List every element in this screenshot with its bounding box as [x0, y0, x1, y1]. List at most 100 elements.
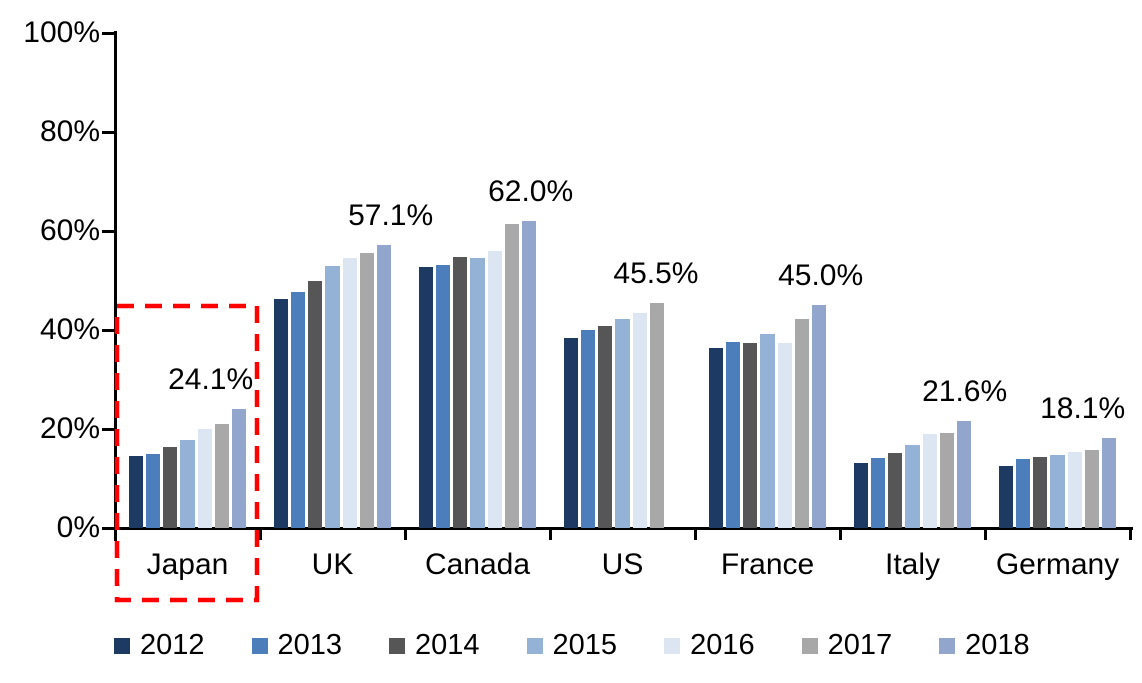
legend-item-2013: 2013 [251, 628, 342, 662]
category-label-uk: UK [311, 548, 354, 581]
y-tick-label: 60% [39, 214, 100, 247]
y-tick-mark [102, 526, 115, 530]
legend-item-2014: 2014 [389, 628, 480, 662]
y-tick-label: 40% [39, 313, 100, 346]
legend-item-2015: 2015 [526, 628, 618, 662]
legend-label-2015: 2015 [552, 629, 618, 661]
legend-item-2017: 2017 [801, 628, 893, 662]
y-tick-label: 0% [56, 511, 100, 544]
data-label-italy: 21.6% [922, 375, 1008, 409]
bar-germany-2016 [1067, 452, 1082, 528]
bar-japan-2015 [180, 440, 195, 528]
bar-germany-2014 [1033, 457, 1048, 528]
bar-canada-2014 [453, 257, 468, 528]
y-tick-mark [102, 130, 115, 134]
bar-uk-2015 [325, 266, 340, 528]
dashed-rectangle [114, 303, 260, 603]
bar-uk-2016 [342, 258, 357, 528]
x-tick-mark [403, 528, 407, 540]
data-label-canada: 62.0% [488, 175, 574, 209]
bar-france-2016 [777, 343, 792, 528]
data-label-us: 45.5% [613, 256, 699, 290]
bar-canada-2012 [419, 267, 434, 528]
bar-us-2013 [581, 330, 596, 528]
bar-group-italy [854, 33, 971, 528]
y-tick-label: 80% [39, 115, 100, 148]
category-label-canada: Canada [424, 548, 531, 581]
x-tick-mark [1128, 528, 1132, 540]
legend-label-2016: 2016 [690, 629, 755, 661]
bar-japan-2016 [197, 429, 212, 528]
data-label-france: 45.0% [778, 259, 864, 293]
highlight-box [114, 303, 260, 603]
legend-label-2014: 2014 [415, 629, 480, 661]
y-tick-mark [102, 31, 115, 35]
y-tick-mark [102, 229, 115, 233]
bar-canada-2015 [470, 258, 485, 528]
bar-france-2014 [743, 343, 758, 528]
bar-germany-2013 [1016, 459, 1031, 528]
bar-canada-2016 [487, 251, 502, 528]
bar-uk-2012 [274, 299, 289, 528]
bar-italy-2018 [956, 421, 971, 528]
legend-swatch-2013 [251, 638, 268, 654]
bar-group-france [709, 33, 826, 528]
legend-swatch-2018 [939, 638, 956, 654]
x-tick-mark [838, 528, 842, 540]
bar-canada-2017 [504, 224, 519, 528]
legend-swatch-2016 [664, 638, 681, 654]
bar-italy-2012 [854, 463, 869, 528]
bar-us-2014 [598, 326, 613, 528]
bar-japan-2013 [146, 454, 161, 528]
category-label-france: France [720, 548, 815, 581]
bar-italy-2016 [922, 434, 937, 528]
y-tick-mark [102, 427, 115, 431]
data-label-japan: 24.1% [168, 362, 254, 396]
y-axis-line [114, 31, 117, 541]
category-label-us: US [601, 548, 644, 581]
category-label-germany: Germany [995, 548, 1120, 581]
legend-swatch-2014 [389, 638, 406, 654]
bar-group-japan [129, 33, 246, 528]
x-tick-mark [983, 528, 987, 540]
bar-germany-2018 [1101, 438, 1116, 528]
bar-uk-2017 [359, 253, 374, 528]
x-tick-mark [548, 528, 552, 540]
legend-label-2017: 2017 [827, 629, 893, 661]
bar-uk-2013 [291, 292, 306, 528]
category-label-japan: Japan [146, 548, 229, 581]
bar-us-2017 [649, 303, 664, 528]
legend-swatch-2017 [801, 638, 818, 654]
y-tick-mark [102, 328, 115, 332]
legend-item-2012: 2012 [114, 628, 205, 662]
data-label-uk: 57.1% [348, 199, 434, 233]
bar-group-germany [999, 33, 1116, 528]
legend-label-2012: 2012 [140, 629, 205, 661]
bar-japan-2018 [231, 409, 246, 528]
bar-germany-2017 [1084, 450, 1099, 528]
bar-canada-2013 [436, 265, 451, 528]
legend-item-2018: 2018 [939, 628, 1030, 662]
bar-uk-2014 [308, 281, 323, 528]
legend: 2012 2013 2014 2015 2016 2017 2018 [114, 628, 1030, 662]
bar-group-uk [274, 33, 391, 528]
bar-france-2015 [760, 334, 775, 528]
bar-japan-2012 [129, 456, 144, 528]
bar-france-2018 [811, 305, 826, 528]
x-axis-line [114, 527, 1133, 530]
bar-uk-2018 [376, 245, 391, 528]
legend-swatch-2012 [114, 638, 130, 654]
bar-us-2012 [564, 338, 579, 528]
x-tick-mark [113, 528, 117, 540]
bar-france-2013 [726, 342, 741, 528]
bar-italy-2013 [871, 458, 886, 528]
bar-group-canada [419, 33, 536, 528]
bar-group-us [564, 33, 681, 528]
bar-france-2012 [709, 348, 724, 528]
category-label-italy: Italy [884, 548, 941, 581]
bar-italy-2017 [939, 433, 954, 528]
bar-germany-2015 [1050, 455, 1065, 528]
y-tick-label: 100% [23, 16, 100, 49]
bar-us-2016 [632, 313, 647, 528]
